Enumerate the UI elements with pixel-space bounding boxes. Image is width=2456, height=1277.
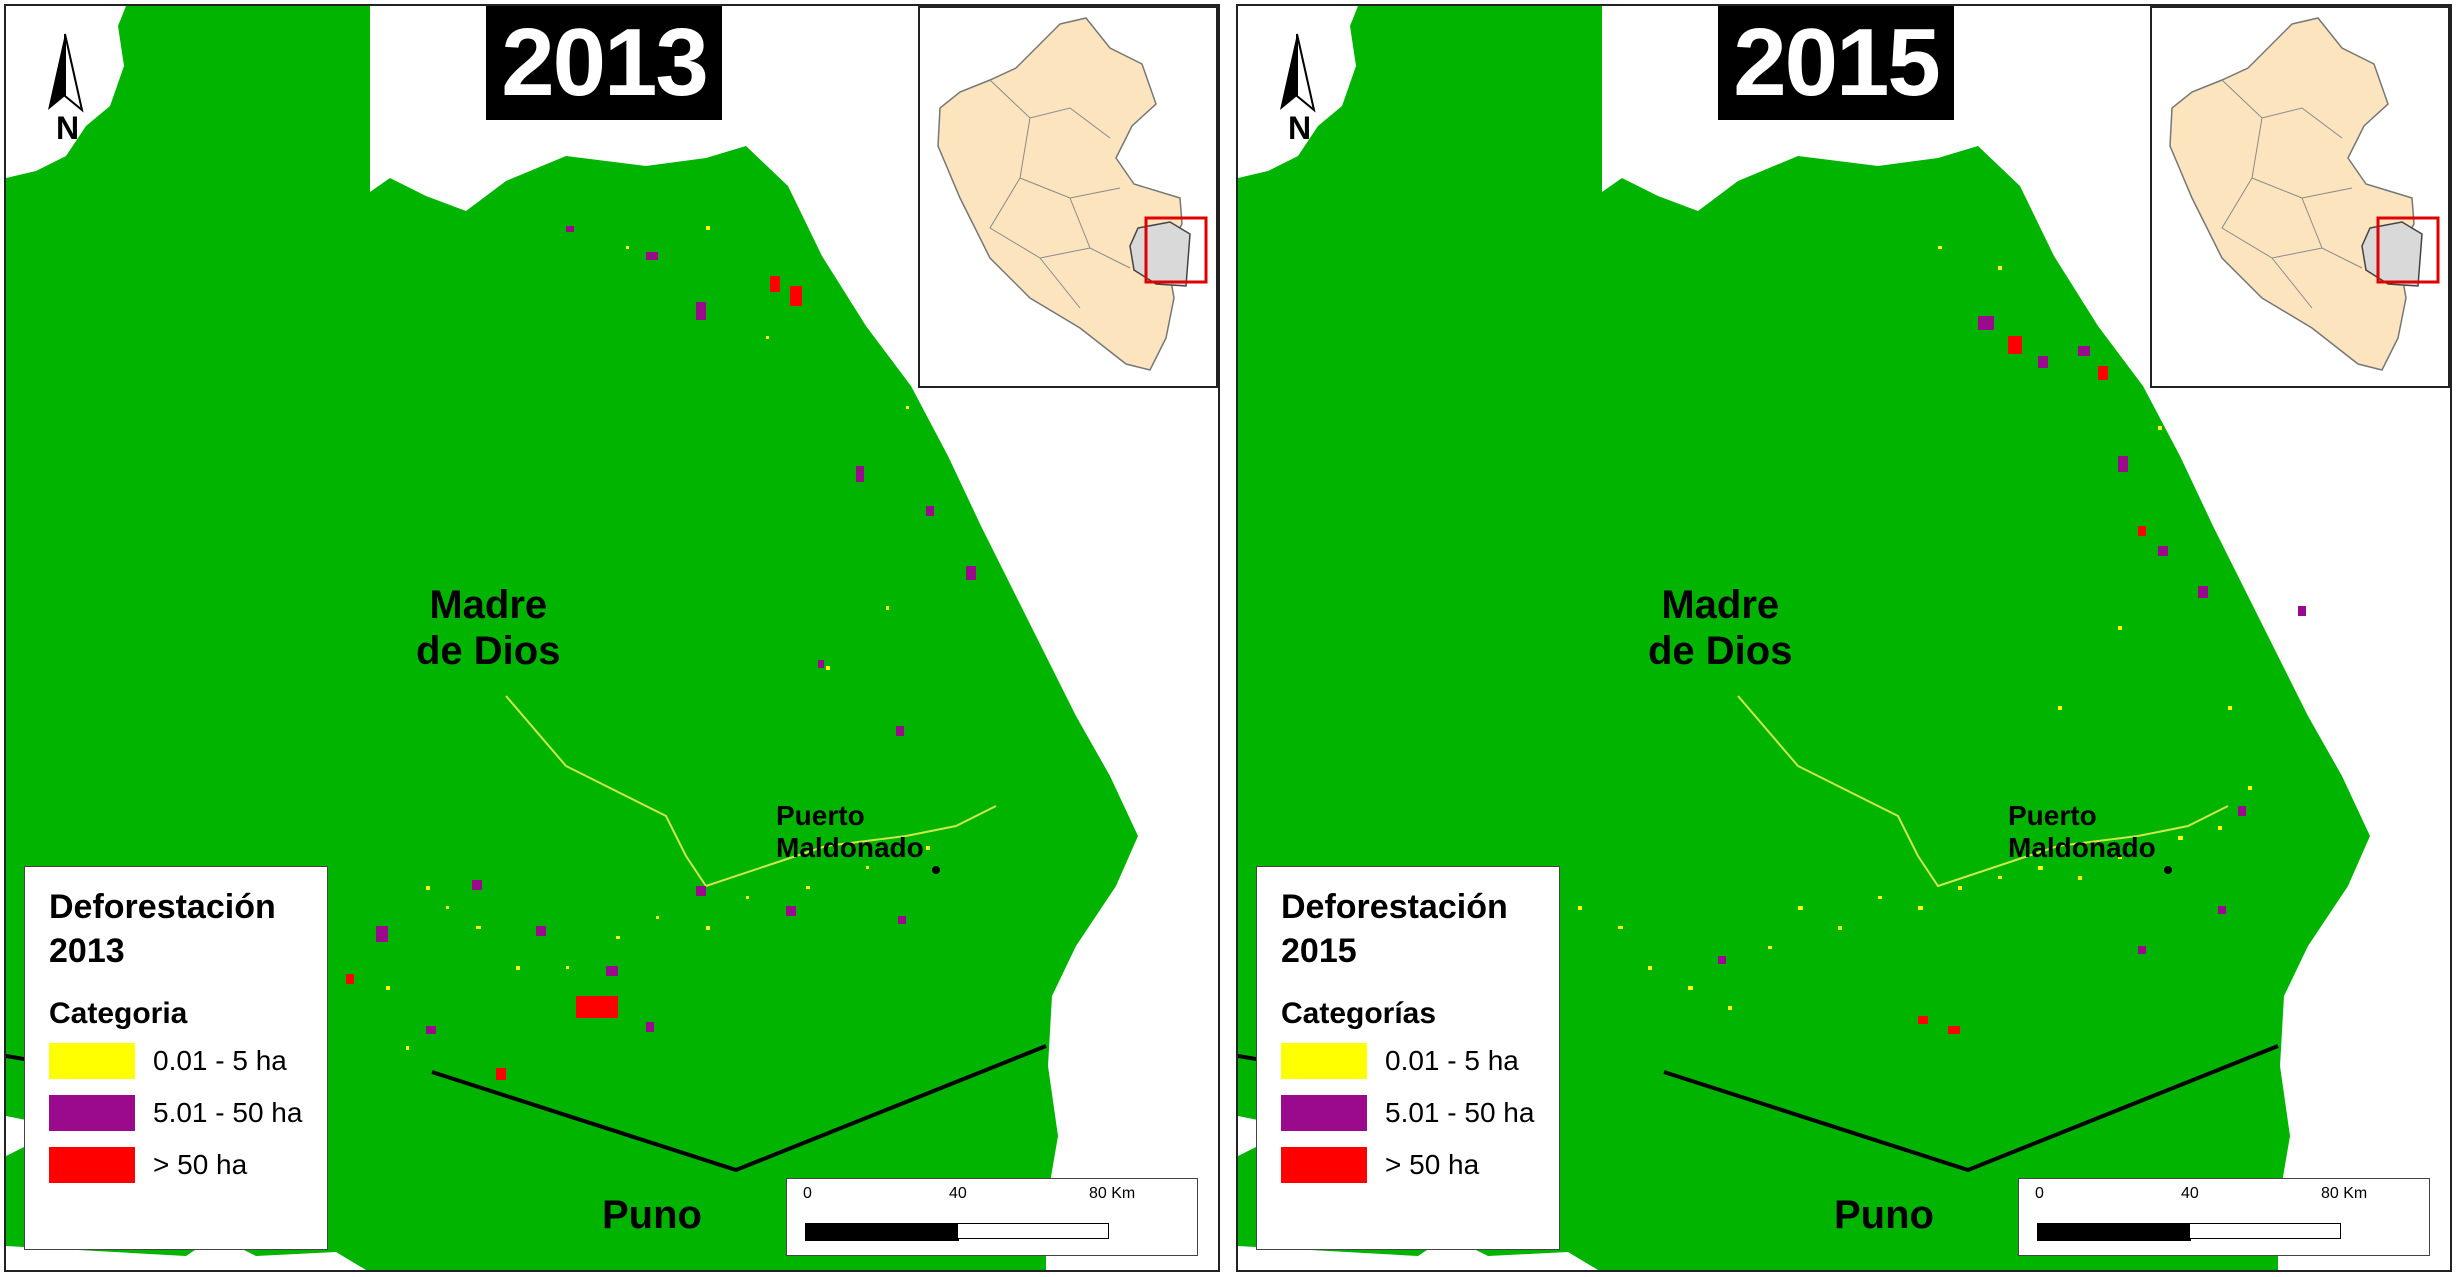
legend-subtitle: Categoria xyxy=(49,997,188,1030)
north-letter: N xyxy=(56,110,80,146)
scale-bar: 0 40 80 Km xyxy=(786,1178,1198,1256)
legend-item-large: > 50 ha xyxy=(1281,1147,1551,1187)
scale-tick: 0 xyxy=(803,1185,812,1202)
peru-outline-icon xyxy=(937,17,1208,371)
swatch-large xyxy=(1281,1147,1367,1183)
scale-segment-light xyxy=(2189,1223,2341,1239)
north-letter: N xyxy=(1288,110,1312,146)
city-marker xyxy=(2164,866,2172,874)
deforestation-patches xyxy=(346,226,976,1080)
river xyxy=(1737,695,2229,888)
swatch-large xyxy=(49,1147,135,1183)
legend-title: Deforestación 2015 xyxy=(1281,888,1508,970)
puno-border xyxy=(431,1044,1047,1173)
scale-bar: 0 40 80 Km xyxy=(2018,1178,2430,1256)
city-label-puerto-maldonado: Puerto Maldonado xyxy=(776,800,924,863)
legend-item-medium: 5.01 - 50 ha xyxy=(1281,1095,1551,1135)
legend-item-small: 0.01 - 5 ha xyxy=(49,1043,319,1083)
peru-inset-map xyxy=(918,6,1218,388)
year-label: 2013 xyxy=(486,6,722,120)
legend-item-label: > 50 ha xyxy=(153,1149,248,1180)
swatch-medium xyxy=(1281,1095,1367,1131)
scale-segment-dark xyxy=(805,1223,959,1241)
puno-border xyxy=(1663,1044,2279,1173)
year-label: 2015 xyxy=(1718,6,1954,120)
legend-item-large: > 50 ha xyxy=(49,1147,319,1187)
legend-title: Deforestación 2013 xyxy=(49,888,276,970)
legend-item-medium: 5.01 - 50 ha xyxy=(49,1095,319,1135)
map-panel-2015: 2015 N Madre de Dios Puerto Maldonado Pu… xyxy=(1236,4,2452,1272)
scale-tick: 40 xyxy=(2181,1185,2199,1202)
legend: Deforestación 2013 Categoria 0.01 - 5 ha… xyxy=(24,866,328,1250)
peru-inset-map xyxy=(2150,6,2450,388)
swatch-medium xyxy=(49,1095,135,1131)
swatch-small xyxy=(49,1043,135,1079)
north-arrow-icon xyxy=(48,33,84,113)
legend-item-label: 0.01 - 5 ha xyxy=(1385,1045,1519,1076)
scale-tick: 80 Km xyxy=(1089,1185,1136,1202)
legend: Deforestación 2015 Categorías 0.01 - 5 h… xyxy=(1256,866,1560,1250)
scale-segment-dark xyxy=(2037,1223,2191,1241)
scale-tick: 40 xyxy=(949,1185,967,1202)
legend-item-label: > 50 ha xyxy=(1385,1149,1480,1180)
scale-segment-light xyxy=(957,1223,1109,1239)
region-label-madre-de-dios: Madre de Dios xyxy=(416,583,561,673)
scale-tick: 0 xyxy=(2035,1185,2044,1202)
map-panel-2013: 2013 N Madre de Dios Puerto Maldonado Pu… xyxy=(4,4,1220,1272)
legend-item-label: 0.01 - 5 ha xyxy=(153,1045,287,1076)
legend-item-label: 5.01 - 50 ha xyxy=(1385,1097,1535,1128)
region-label-puno: Puno xyxy=(1834,1193,1934,1237)
legend-item-small: 0.01 - 5 ha xyxy=(1281,1043,1551,1083)
region-label-puno: Puno xyxy=(602,1193,702,1237)
swatch-small xyxy=(1281,1043,1367,1079)
city-label-puerto-maldonado: Puerto Maldonado xyxy=(2008,800,2156,863)
peru-outline-icon xyxy=(2169,17,2440,371)
city-marker xyxy=(932,866,940,874)
deforestation-patches xyxy=(1718,316,2306,1034)
legend-subtitle: Categorías xyxy=(1281,997,1437,1030)
legend-item-label: 5.01 - 50 ha xyxy=(153,1097,303,1128)
scale-tick: 80 Km xyxy=(2321,1185,2368,1202)
north-arrow-icon xyxy=(1280,33,1316,113)
region-label-madre-de-dios: Madre de Dios xyxy=(1648,583,1793,673)
